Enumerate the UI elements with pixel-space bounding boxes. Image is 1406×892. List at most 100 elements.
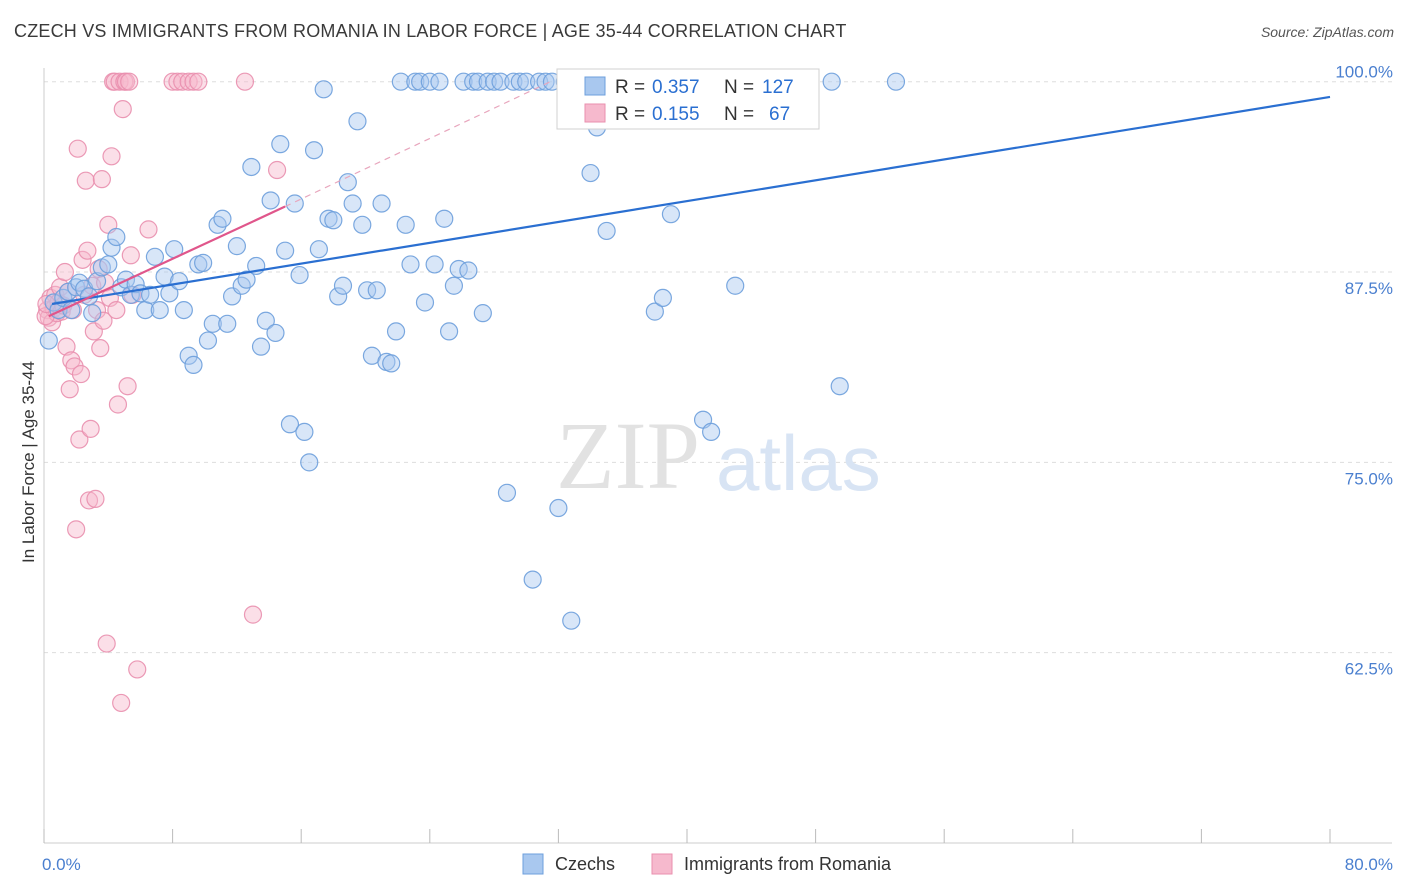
czech-point	[99, 255, 118, 274]
romania-point	[163, 72, 182, 91]
czech-point	[473, 304, 492, 323]
romania-trend-line	[48, 205, 286, 318]
czech-point	[459, 261, 478, 280]
czech-point	[304, 141, 324, 160]
czech-point	[107, 227, 126, 247]
czech-point	[396, 215, 415, 234]
bottom-legend: Czechs Immigrants from Romania	[522, 853, 892, 875]
czech-point	[184, 355, 203, 375]
czech-point	[478, 72, 497, 91]
romania-point	[79, 491, 99, 510]
romania-point	[102, 147, 121, 166]
czech-point	[256, 311, 275, 330]
y-tick-label: 62.5%	[1345, 660, 1393, 679]
x-tick-label: 80.0%	[1345, 855, 1393, 874]
czech-point	[597, 221, 616, 241]
czech-point	[530, 72, 549, 91]
romania-point	[92, 170, 111, 189]
romania-point	[243, 605, 263, 624]
czech-point	[510, 72, 529, 91]
romania-point	[267, 160, 287, 180]
romania-point	[70, 430, 89, 449]
czech-point	[208, 215, 227, 234]
czech-point	[266, 323, 285, 343]
romania-point	[235, 72, 255, 91]
czech-point	[70, 273, 89, 292]
stats-legend: R = 0.357 N = 127 R = 0.155 N = 67	[556, 68, 820, 130]
czech-point	[536, 72, 555, 91]
czech-point	[491, 72, 510, 91]
romania-point	[189, 72, 208, 91]
romania-point	[139, 220, 158, 239]
romania-point	[60, 380, 79, 399]
czech-point	[237, 270, 256, 289]
czech-point	[358, 281, 377, 300]
legend-r-label-czechs: R =	[615, 77, 645, 98]
romania-point	[78, 241, 97, 260]
romania-point	[112, 693, 131, 713]
czech-point	[464, 72, 483, 91]
y-tick-label: 100.0%	[1335, 63, 1393, 82]
czech-point	[822, 72, 841, 91]
czech-point	[203, 314, 222, 333]
czech-point	[280, 415, 300, 434]
czech-point	[218, 314, 237, 333]
czech-point	[324, 211, 343, 230]
romania-point	[71, 364, 91, 384]
bottom-legend-label-czechs: Czechs	[555, 854, 615, 874]
y-tick-label: 75.0%	[1345, 469, 1393, 488]
romania-point	[73, 250, 92, 269]
czech-point	[468, 72, 488, 91]
romania-point	[108, 395, 128, 414]
czech-point	[497, 483, 517, 502]
czech-point	[661, 205, 681, 224]
czech-point	[83, 304, 102, 323]
czech-point	[420, 72, 439, 91]
czech-point	[333, 276, 353, 295]
watermark-atlas: atlas	[716, 419, 881, 507]
czech-point	[454, 72, 473, 91]
romania-point	[57, 337, 76, 356]
czech-point	[145, 247, 165, 266]
czech-point	[300, 453, 319, 472]
czech-point	[261, 191, 280, 210]
romania-point	[121, 246, 140, 265]
czech-point	[213, 209, 232, 228]
czech-point	[295, 422, 314, 441]
romania-point	[68, 139, 87, 158]
romania-point	[97, 634, 116, 653]
romania-trend-extension	[284, 81, 551, 208]
czech-point	[439, 322, 459, 341]
czech-point	[415, 293, 435, 312]
romania-point	[65, 357, 84, 376]
legend-r-value-czechs: 0.357	[652, 77, 700, 98]
czech-point	[444, 276, 464, 295]
romania-point	[184, 72, 203, 91]
czech-point	[39, 331, 58, 350]
legend-r-value-romania: 0.155	[652, 104, 700, 125]
czech-point	[150, 300, 169, 320]
czech-point	[401, 255, 420, 274]
czech-point	[242, 157, 261, 177]
czech-point	[140, 285, 160, 304]
source-credit: Source: ZipAtlas.com	[1260, 24, 1394, 40]
czech-point	[232, 276, 251, 295]
czech-point	[425, 255, 444, 274]
axes	[43, 68, 1392, 844]
czech-point	[290, 265, 309, 285]
romania-point	[120, 72, 139, 91]
czech-point	[372, 194, 391, 213]
czech-point	[102, 238, 121, 257]
czech-point	[830, 377, 849, 396]
chart-title: CZECH VS IMMIGRANTS FROM ROMANIA IN LABO…	[14, 21, 847, 41]
romania-point	[76, 171, 95, 190]
czech-point	[406, 72, 425, 91]
romania-point	[87, 300, 107, 320]
czech-point	[653, 288, 672, 308]
czech-point	[435, 209, 454, 228]
x-tick-label: 0.0%	[42, 855, 81, 874]
czech-point	[726, 276, 745, 295]
czech-point	[367, 281, 386, 300]
legend-r-label-romania: R =	[615, 104, 645, 125]
